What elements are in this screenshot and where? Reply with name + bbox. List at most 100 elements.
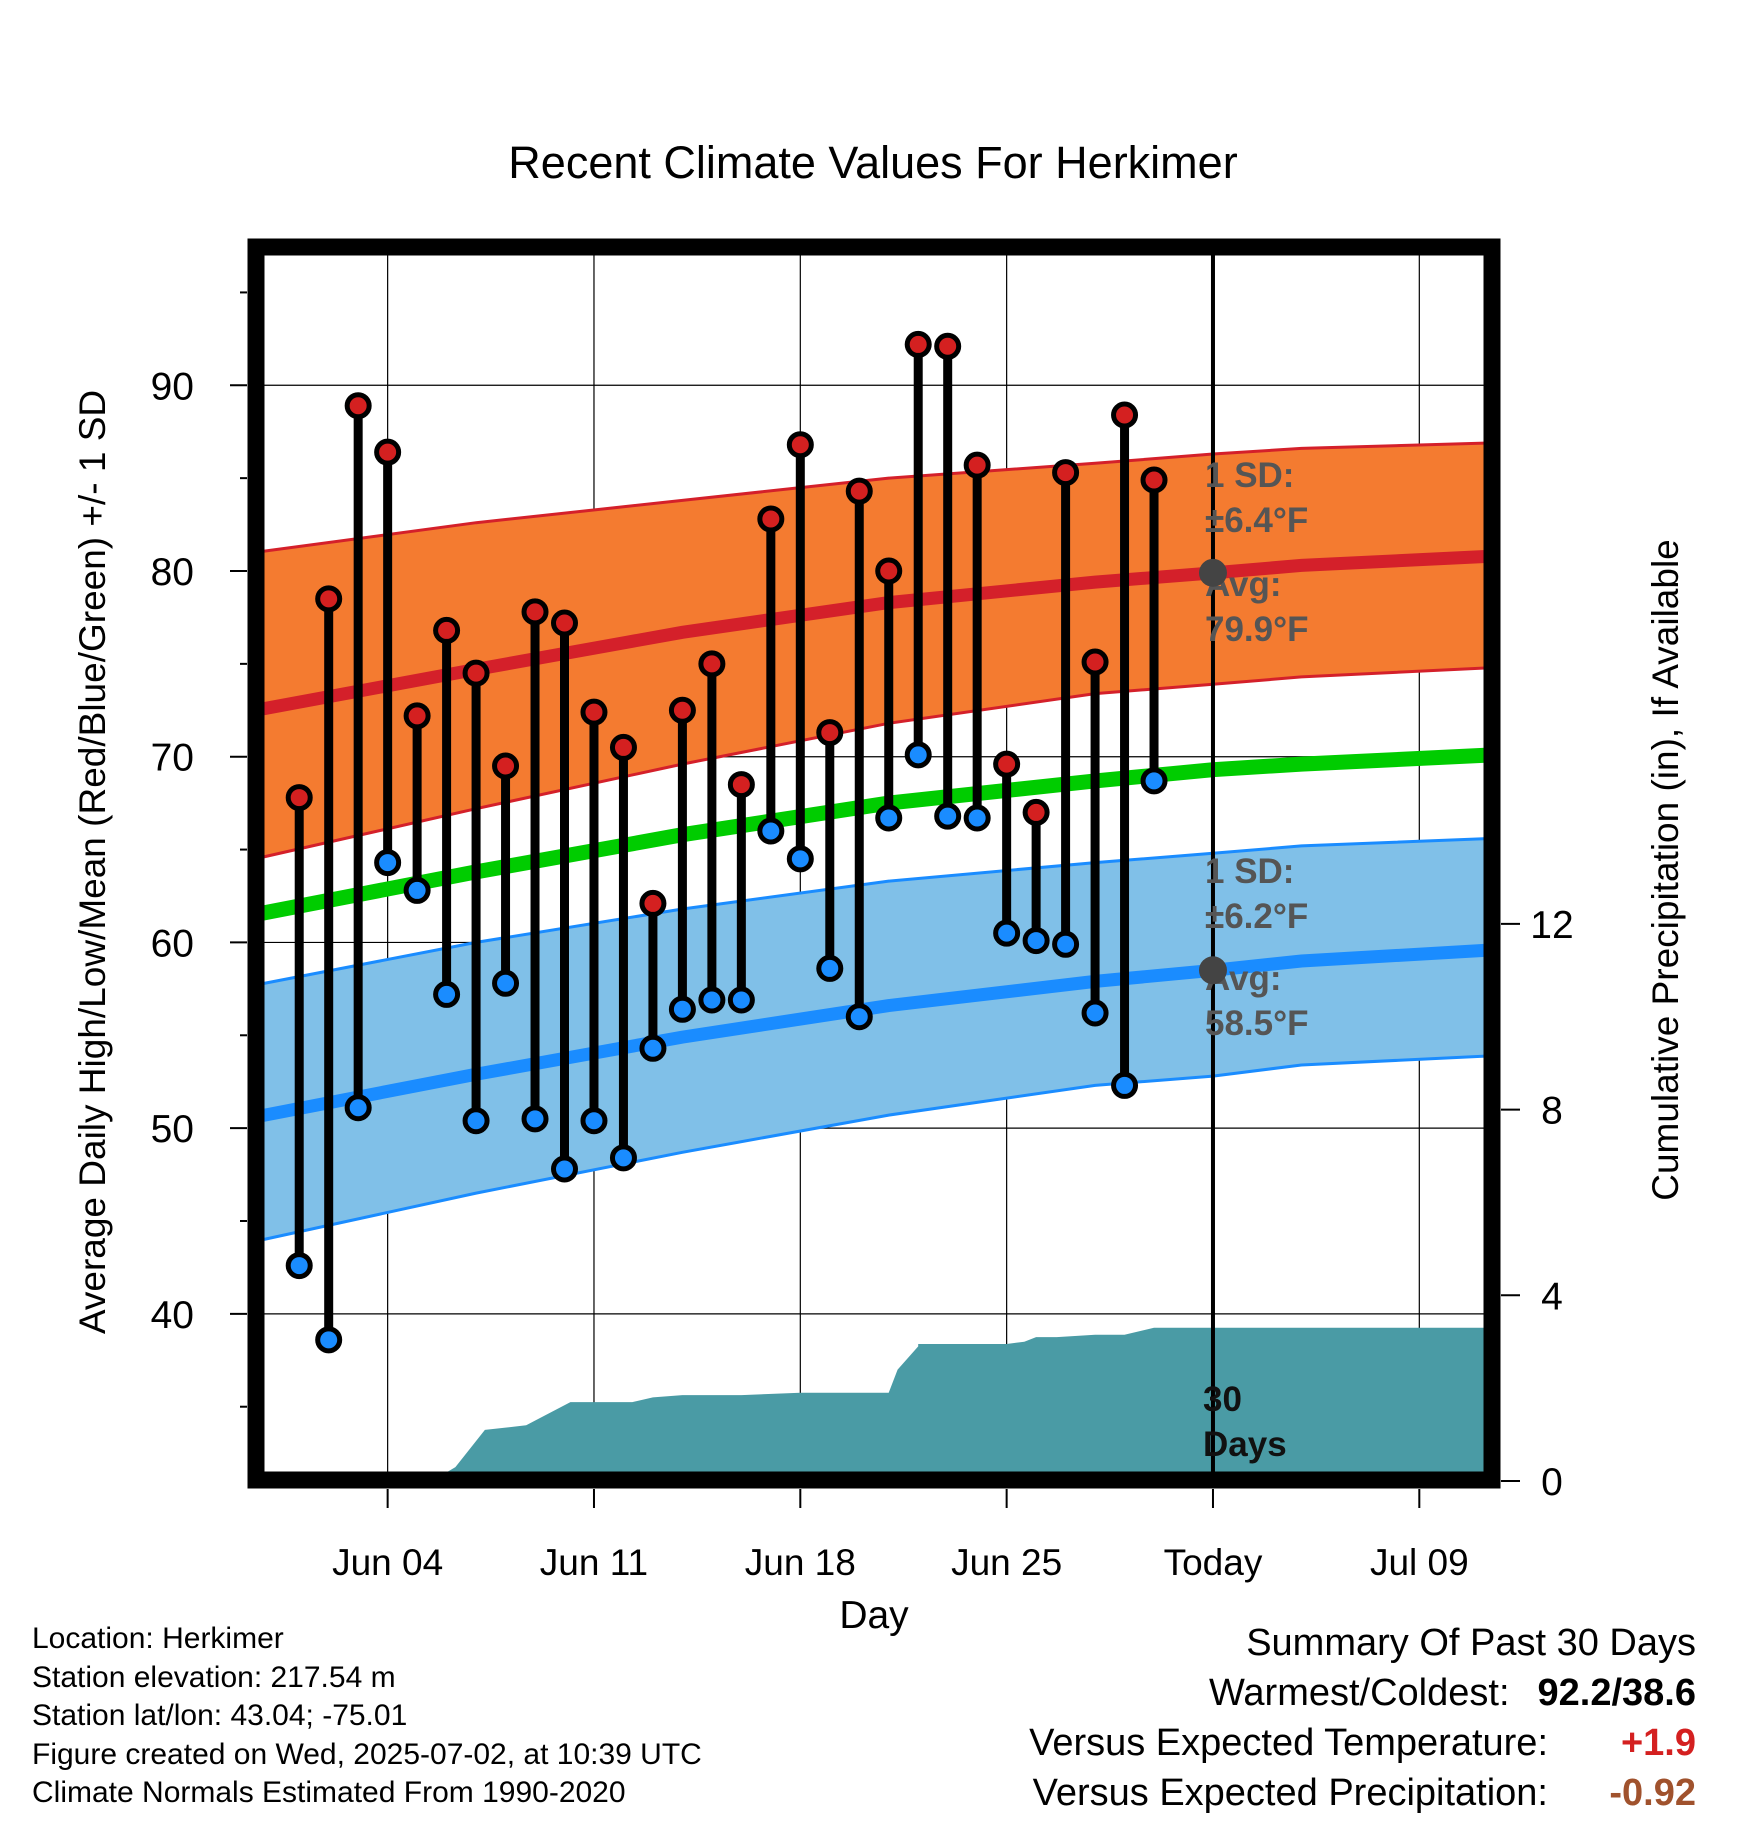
x-tick-label: Jun 18 — [745, 1542, 856, 1583]
daily-low-point — [727, 986, 755, 1014]
y-tick-label-right: 0 — [1541, 1461, 1563, 1504]
daily-low-point — [521, 1105, 549, 1133]
precip-cumulative-area — [255, 1327, 1493, 1481]
daily-high-point — [521, 598, 549, 626]
daily-high-point — [993, 750, 1021, 778]
station-location: Location: Herkimer — [32, 1622, 284, 1655]
daily-low-point — [934, 802, 962, 830]
y-tick-label-left: 90 — [151, 365, 194, 408]
normal-low-avg-line — [253, 943, 1494, 1124]
normal-high-band-lower — [254, 666, 1494, 861]
today-markers — [1198, 558, 1227, 985]
normal-mean-line — [253, 747, 1494, 922]
daily-high-point — [433, 616, 461, 644]
y-tick-label-left: 50 — [151, 1108, 194, 1151]
daily-low-point — [433, 980, 461, 1008]
daily-low-point — [492, 969, 520, 997]
temp-departure-label: Versus Expected Temperature: — [1029, 1722, 1548, 1764]
daily-high-point — [698, 650, 726, 678]
daily-low-point — [344, 1094, 372, 1122]
daily-low-point — [1052, 930, 1080, 958]
y-tick-label-right: 4 — [1541, 1275, 1563, 1318]
normal-low-band-upper — [254, 836, 1494, 987]
daily-high-point — [816, 719, 844, 747]
daily-low-point — [875, 804, 903, 832]
daily-low-point — [285, 1252, 313, 1280]
daily-low-point — [757, 817, 785, 845]
x-axis-label: Day — [839, 1594, 909, 1637]
y-axis-label-left: Average Daily High/Low/Mean (Red/Blue/Gr… — [72, 390, 113, 1334]
low-sd-label: 1 SD: — [1205, 852, 1294, 891]
summary-heading: Summary Of Past 30 Days — [1246, 1622, 1696, 1664]
daily-dots — [285, 330, 1168, 1354]
daily-high-point — [374, 438, 402, 466]
daily-low-point — [403, 876, 431, 904]
daily-high-point — [934, 332, 962, 360]
daily-high-point — [492, 752, 520, 780]
y-tick-label-right: 12 — [1530, 904, 1573, 947]
period-label-number: 30 — [1203, 1380, 1242, 1419]
y-tick-label-right: 8 — [1541, 1090, 1563, 1133]
station-latlon: Station lat/lon: 43.04; -75.01 — [32, 1699, 408, 1732]
temp-departure-row: Versus Expected Temperature: +1.9 — [1029, 1718, 1696, 1768]
daily-stems — [294, 344, 1159, 1340]
station-elevation: Station elevation: 217.54 m — [32, 1660, 396, 1694]
daily-high-point — [727, 771, 755, 799]
daily-high-point — [403, 702, 431, 730]
daily-low-point — [993, 919, 1021, 947]
daily-high-point — [1081, 648, 1109, 676]
y-tick-label-left: 40 — [151, 1294, 194, 1337]
y-tick-label-left: 80 — [151, 551, 194, 594]
daily-high-point — [786, 431, 814, 459]
precip-departure-value: -0.92 — [1609, 1772, 1696, 1814]
y-axis-label-right: Cumulative Precipitation (in), If Availa… — [1645, 539, 1686, 1201]
summary-panel: Summary Of Past 30 Days Warmest/Coldest:… — [1029, 1618, 1696, 1818]
x-tick-label: Jun 25 — [951, 1542, 1062, 1583]
low-sd-value: ±6.2°F — [1205, 897, 1308, 936]
daily-low-point — [551, 1155, 578, 1183]
chart-title: Recent Climate Values For Herkimer — [508, 137, 1237, 188]
daily-high-point — [462, 659, 490, 687]
plot-frame — [247, 238, 1501, 1489]
y-tick-label-left: 70 — [151, 737, 194, 780]
temp-departure-value: +1.9 — [1620, 1722, 1696, 1764]
x-tick-label: Today — [1164, 1542, 1263, 1583]
daily-high-point — [668, 696, 696, 724]
period-label: 30 Days — [1203, 1380, 1287, 1464]
precip-departure-row: Versus Expected Precipitation: -0.92 — [1029, 1768, 1696, 1818]
today-high-avg-marker — [1198, 558, 1227, 587]
daily-high-point — [875, 557, 903, 585]
daily-low-point — [698, 986, 726, 1014]
figure-created: Figure created on Wed, 2025-07-02, at 10… — [32, 1737, 702, 1771]
daily-high-point — [551, 609, 578, 637]
precip-departure-label: Versus Expected Precipitation: — [1032, 1772, 1548, 1814]
daily-high-point — [1111, 401, 1139, 429]
normal-low-band-lower — [254, 1054, 1494, 1243]
daily-high-point — [609, 733, 637, 761]
normal-high-avg-line — [253, 549, 1494, 717]
daily-low-point — [816, 954, 844, 982]
high-avg-value: 79.9°F — [1205, 610, 1309, 649]
station-info: Location: Herkimer Station elevation: 21… — [32, 1620, 702, 1813]
x-tick-label: Jun 11 — [540, 1542, 648, 1583]
warmest-coldest-label: Warmest/Coldest: — [1208, 1672, 1510, 1714]
warmest-coldest-value: 92.2/38.6 — [1537, 1672, 1696, 1714]
daily-high-point — [344, 392, 372, 420]
high-sd-label: 1 SD: — [1205, 456, 1294, 495]
x-tick-label: Jun 04 — [332, 1542, 443, 1583]
daily-low-point — [963, 804, 991, 832]
daily-high-point — [963, 451, 991, 479]
daily-high-point — [845, 477, 873, 505]
daily-high-point — [1052, 459, 1080, 487]
daily-high-point — [904, 330, 932, 358]
today-low-avg-marker — [1198, 956, 1227, 985]
daily-high-point — [757, 505, 785, 533]
normal-high-band-upper — [254, 441, 1494, 554]
warmest-coldest-row: Warmest/Coldest: 92.2/38.6 — [1029, 1668, 1696, 1718]
daily-low-point — [462, 1107, 490, 1135]
daily-low-point — [315, 1326, 343, 1354]
y-tick-label-left: 60 — [151, 922, 194, 965]
low-avg-value: 58.5°F — [1205, 1004, 1309, 1043]
daily-low-point — [374, 849, 402, 877]
